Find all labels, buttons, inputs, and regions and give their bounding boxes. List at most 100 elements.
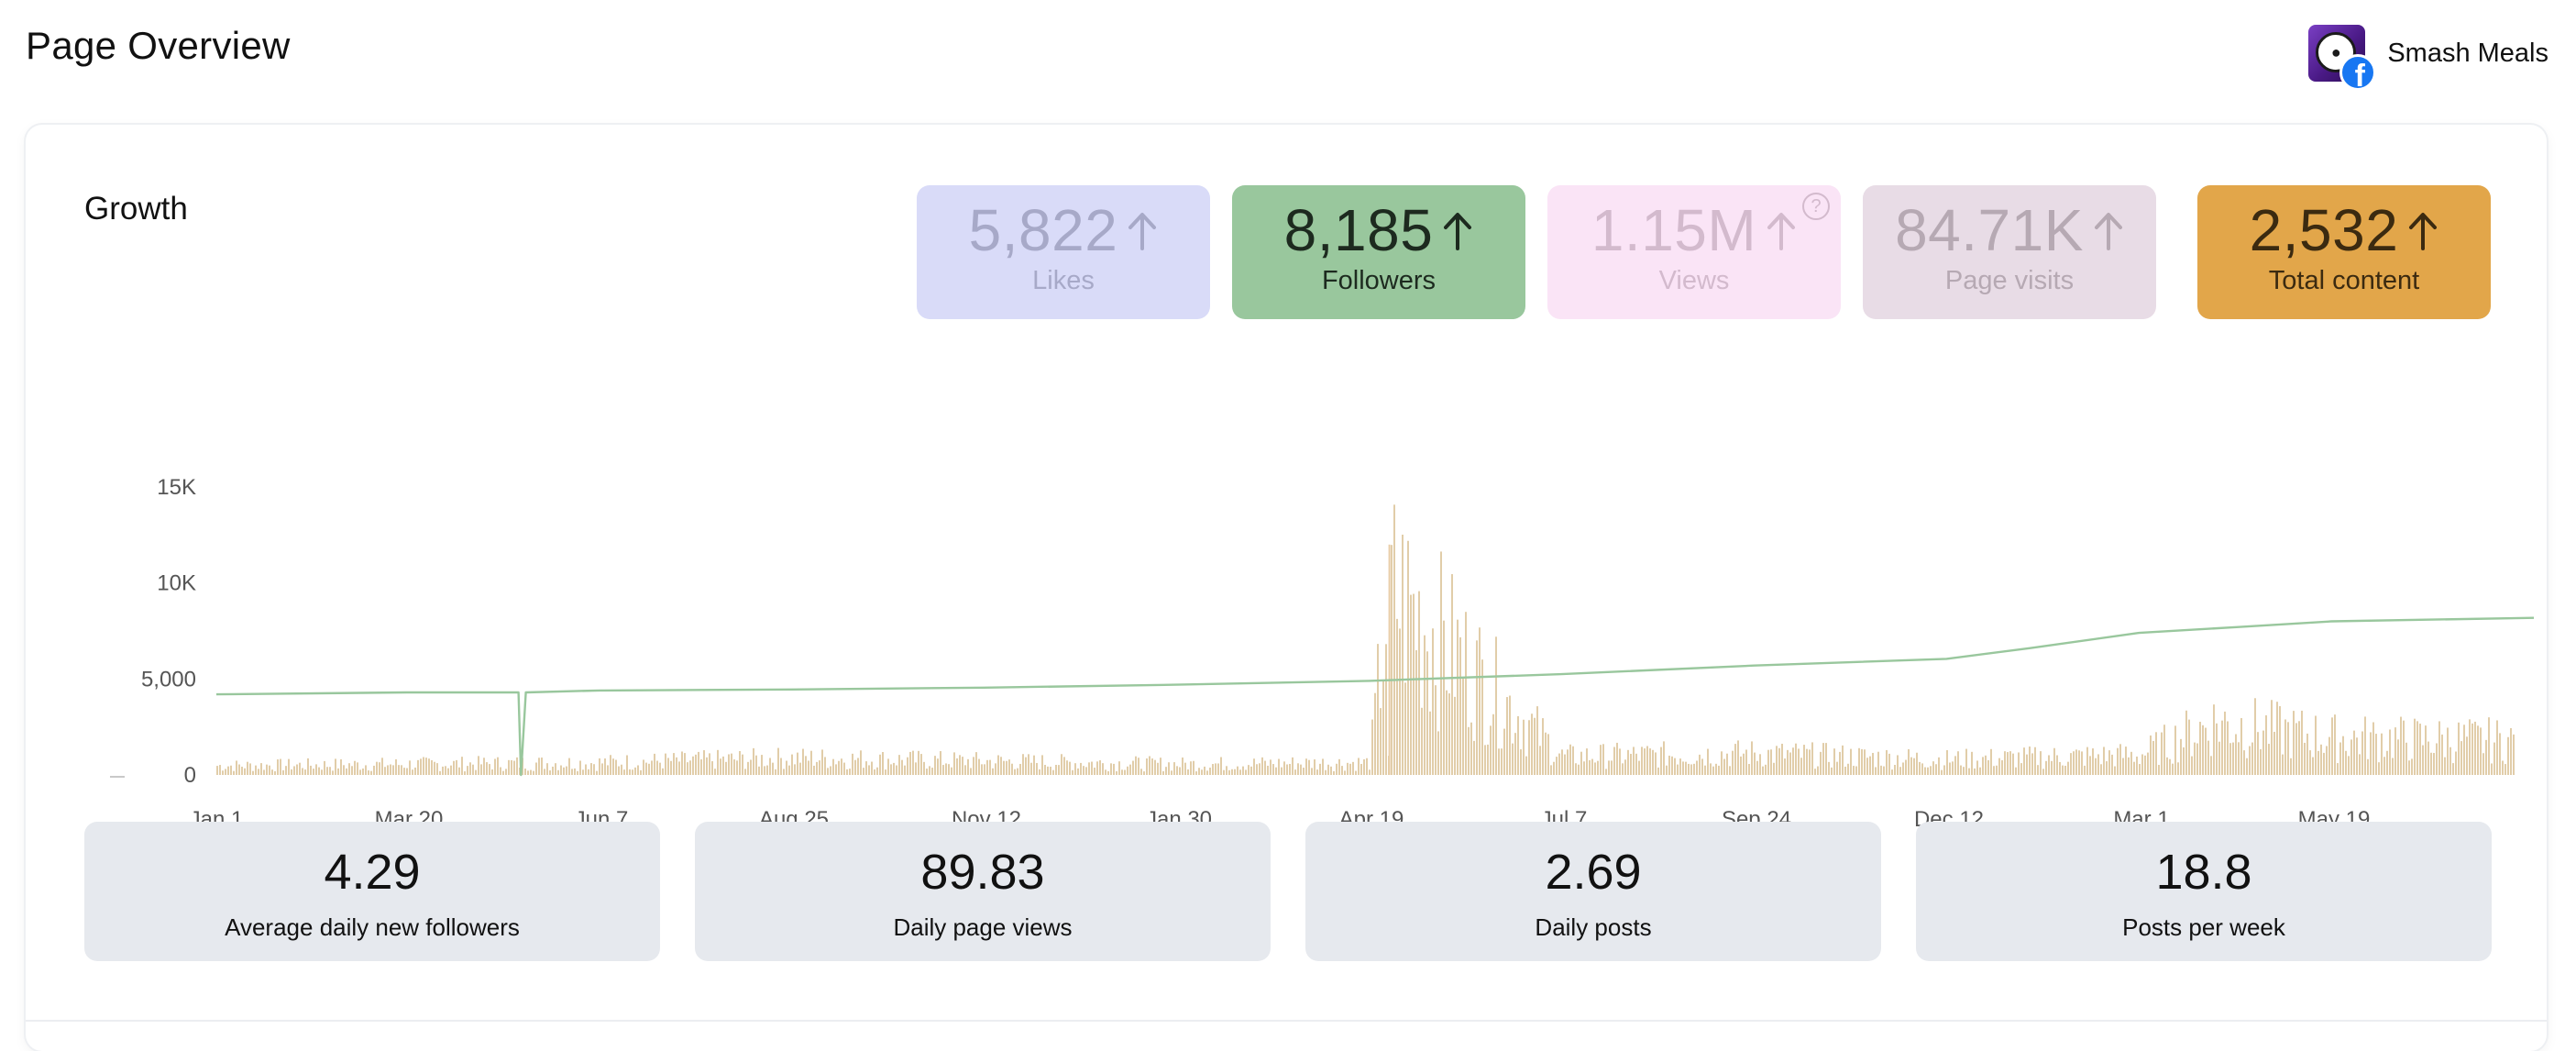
content-bar [706, 757, 708, 775]
content-bar [1481, 659, 1483, 775]
content-bar [1795, 743, 1797, 775]
content-bar [2273, 731, 2275, 775]
content-bar [1443, 620, 1445, 775]
content-bar [838, 760, 840, 775]
metric-total-content[interactable]: 2,532 Total content [2197, 185, 2491, 319]
content-bar [1157, 762, 1159, 775]
content-bar [1017, 768, 1018, 775]
content-bar [1039, 769, 1040, 775]
content-bar [753, 747, 754, 775]
content-bar [1762, 766, 1764, 775]
content-bar [623, 769, 625, 775]
content-bar [1424, 635, 1426, 775]
account-switcher[interactable]: ● f Smash Meals [2308, 20, 2548, 91]
content-bar [1721, 751, 1723, 775]
content-bar [1297, 763, 1299, 775]
content-bar [937, 758, 939, 775]
content-bar [1107, 770, 1109, 775]
content-bar [2301, 710, 2303, 775]
content-bar [1044, 764, 1046, 775]
avatar[interactable]: ● f [2308, 25, 2377, 91]
content-bar [2348, 756, 2350, 775]
content-bar [2400, 716, 2402, 775]
content-bar [2427, 741, 2429, 775]
content-bar [1432, 628, 1434, 775]
content-bar [2345, 750, 2347, 775]
content-bar [1201, 769, 1203, 775]
content-bar [2163, 725, 2165, 775]
content-bar [1003, 760, 1005, 775]
content-bar [2284, 719, 2286, 775]
content-bar [2161, 732, 2163, 775]
content-bar [1250, 766, 1252, 775]
content-bar [409, 760, 411, 775]
content-bar [863, 768, 864, 775]
content-bar [1322, 758, 1324, 775]
metric-followers[interactable]: 8,185 Followers [1232, 185, 1525, 319]
metric-views[interactable]: ? 1.15M Views [1547, 185, 1841, 319]
metric-likes[interactable]: 5,822 Likes [917, 185, 1210, 319]
stat-avg-daily-followers: 4.29 Average daily new followers [84, 822, 660, 961]
content-bar [486, 762, 488, 775]
content-bar [1206, 770, 1208, 775]
content-bar [945, 763, 947, 775]
growth-chart[interactable]: 0 5,000 10K 15K Jan 1 Mar 20 Jun 7 Aug 25 Nov 12… [81, 336, 2537, 868]
content-bar [898, 755, 900, 775]
content-bar [1248, 765, 1249, 775]
content-bar [1121, 769, 1123, 775]
content-bar [1996, 765, 1998, 775]
content-bar [1894, 764, 1896, 775]
content-bar [2210, 756, 2212, 775]
content-bar [2317, 750, 2319, 775]
content-bar [1198, 768, 1200, 775]
metric-value: 1.15M [1591, 197, 1757, 263]
content-bar [1792, 747, 1794, 775]
content-bar [1404, 682, 1406, 775]
content-bar [1586, 748, 1588, 775]
content-bar [2507, 736, 2509, 775]
content-bar [2279, 706, 2281, 775]
content-bar [384, 767, 386, 775]
content-bar [1030, 762, 1032, 775]
content-bar [2150, 735, 2152, 775]
content-bar [2326, 746, 2328, 775]
content-bar [1193, 760, 1194, 775]
content-bar [1693, 763, 1695, 775]
content-bar [1847, 763, 1849, 775]
content-bar [1751, 741, 1753, 775]
content-bar [219, 765, 221, 775]
content-bar [2405, 742, 2407, 775]
content-bar [2034, 747, 2036, 775]
content-bar [1646, 746, 1648, 775]
content-bar [989, 759, 991, 775]
content-bar [260, 763, 262, 775]
y-tick-label: 10K [157, 571, 196, 596]
content-bar [824, 757, 826, 775]
content-bar [1237, 766, 1238, 775]
content-bar [1360, 763, 1362, 775]
content-bar [1627, 749, 1629, 775]
content-bar [882, 752, 884, 775]
content-bar [1325, 769, 1327, 775]
content-bar [1875, 767, 1877, 775]
content-bar [1561, 749, 1563, 775]
content-bar [931, 768, 933, 775]
content-bar [255, 765, 257, 775]
content-bar [535, 762, 537, 775]
content-bar [1476, 640, 1478, 775]
content-bar [1363, 758, 1365, 775]
content-bar [879, 754, 881, 775]
content-bar [1116, 770, 1117, 775]
content-bar [610, 755, 611, 775]
content-bar [340, 758, 342, 775]
content-bar [2257, 732, 2259, 775]
help-icon[interactable]: ? [1802, 193, 1830, 220]
content-bar [612, 758, 614, 775]
content-bar [318, 767, 320, 775]
content-bar [2086, 747, 2088, 775]
content-bar [634, 767, 636, 775]
content-bar [1776, 746, 1778, 775]
content-bar [368, 770, 369, 775]
stat-value: 89.83 [920, 845, 1045, 900]
metric-page-visits[interactable]: 84.71K Page visits [1863, 185, 2156, 319]
